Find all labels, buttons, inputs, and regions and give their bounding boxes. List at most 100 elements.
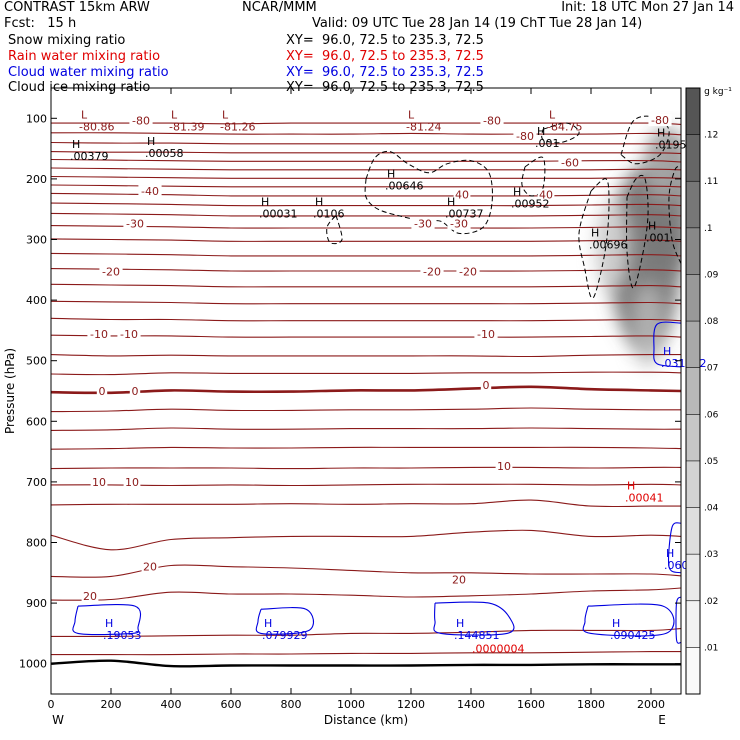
colorbar: .01 .02 .03 .04 .05 .06 .07 .08 .09 .1 .11 .12 — [685, 87, 719, 695]
temperature-label-10: -30 — [450, 218, 468, 231]
legend-snow-xy: XY= 96.0, 72.5 to 235.3, 72.5 — [286, 33, 484, 48]
colorbar-segment-0 — [686, 647, 700, 694]
x-end-label-east: E — [658, 713, 666, 727]
temperature-contour-2 — [51, 141, 681, 145]
temperature-label-bg-18 — [129, 385, 141, 397]
colorbar-segment-9 — [686, 227, 700, 275]
x-tick-label-10: 2000 — [637, 698, 665, 711]
temperature-contour-1 — [51, 132, 681, 136]
extremum-value-14: .0195 — [655, 138, 687, 151]
temperature-contour-0 — [51, 122, 681, 125]
temperature-label-20: 10 — [92, 476, 106, 489]
temperature-label-bg-14 — [87, 328, 111, 341]
colorbar-tick-label-10: .11 — [704, 177, 718, 187]
extremum-marker-5: H — [72, 138, 80, 151]
extremum-marker-3: L — [408, 109, 415, 122]
extremum-value-15: .001 — [535, 137, 560, 150]
colorbar-segment-12 — [686, 88, 700, 135]
y-tick-label-3: 400 — [26, 294, 47, 307]
temperature-contour-29 — [51, 564, 681, 578]
shaded-blob-4 — [594, 203, 630, 288]
temperature-contour-4 — [51, 158, 681, 163]
temperature-label-bg-16 — [474, 328, 498, 341]
colorbar-tick-label-5: .06 — [704, 410, 719, 420]
temperature-contour-16 — [51, 300, 681, 305]
extremum-marker-2: L — [222, 109, 229, 122]
colorbar-tick-label-11: .12 — [704, 131, 718, 141]
colorbar-segment-2 — [686, 554, 700, 601]
colorbar-unit: g kg⁻¹ — [704, 87, 732, 97]
colorbar-tick-label-4: .05 — [704, 457, 718, 467]
temperature-contour-23 — [51, 427, 681, 431]
colorbar-tick-label-2: .03 — [704, 550, 718, 560]
temperature-label-25: 20 — [83, 590, 97, 603]
snow-contour-3 — [626, 174, 649, 289]
extremum-marker-14: H — [657, 126, 665, 139]
extremum-value-5: .00379 — [70, 150, 109, 163]
legend-cloud-water-label: Cloud water mixing ratio — [8, 65, 169, 80]
temperature-label-bg-22 — [495, 460, 513, 473]
colorbar-segment-3 — [686, 507, 700, 555]
temperature-contour-30 — [51, 587, 681, 601]
cloud-water-contour-0 — [72, 604, 142, 636]
temperature-label-bg-3 — [129, 114, 153, 127]
temperature-contour-24 — [51, 446, 681, 450]
temperature-label-21: 10 — [125, 476, 139, 489]
extrema-labels: L-80.86L-81.39L-81.26L-81.24L-84.75H.003… — [70, 109, 707, 656]
temperature-label-bg-0 — [138, 185, 162, 198]
temperature-contour-20 — [51, 371, 681, 376]
temperature-label-bg-8 — [123, 217, 147, 230]
temperature-contour-15 — [51, 283, 681, 288]
colorbar-segment-7 — [686, 321, 700, 368]
colorbar-segment-4 — [686, 460, 700, 508]
extremum-marker-13: H — [648, 220, 656, 233]
colorbar-tick-label-9: .1 — [704, 224, 713, 234]
temperature-label-bg-12 — [420, 265, 444, 278]
temperature-label-9: -30 — [414, 218, 432, 231]
temperature-label-17: 0 — [99, 385, 106, 398]
extremum-value-8: .00031 — [259, 207, 298, 220]
x-end-label-west: W — [52, 713, 64, 727]
x-tick-label-3: 600 — [221, 698, 242, 711]
x-tick-label-2: 400 — [161, 698, 182, 711]
legend-rain-label: Rain water mixing ratio — [8, 49, 161, 64]
x-tick-label-5: 1000 — [337, 698, 365, 711]
temperature-label-4: -80 — [483, 115, 501, 128]
shaded-blob-3 — [645, 130, 681, 204]
extremum-value-19: .19053 — [103, 629, 142, 642]
cloud-water-contour-4 — [653, 321, 681, 368]
legend-snow-label: Snow mixing ratio — [8, 33, 126, 48]
temperature-contour-32 — [51, 651, 681, 656]
temperature-contour-13 — [51, 252, 681, 257]
colorbar-segment-6 — [686, 367, 700, 415]
colorbar-segment-10 — [686, 181, 700, 228]
center-label: NCAR/MMM — [242, 0, 317, 15]
temperature-label-16: -10 — [477, 328, 495, 341]
temperature-label-13: -20 — [459, 266, 477, 279]
extremum-marker-15: H — [537, 125, 545, 138]
colorbar-tick-label-1: .02 — [704, 597, 718, 607]
snow-contour-5 — [620, 115, 670, 165]
ground-line — [51, 659, 681, 668]
extremum-value-4: -84.75 — [547, 121, 582, 134]
extremum-value-10: .00737 — [445, 207, 484, 220]
temperature-label-bg-10 — [447, 217, 471, 230]
temperature-label-bg-13 — [456, 265, 480, 278]
temperature-label-15: -10 — [120, 328, 138, 341]
valid-time: Valid: 09 UTC Tue 28 Jan 14 (19 ChT Tue … — [312, 16, 643, 31]
y-tick-label-4: 500 — [26, 355, 47, 368]
extremum-marker-21: H — [456, 617, 464, 630]
y-tick-label-7: 800 — [26, 537, 47, 550]
extremum-marker-23: H — [612, 617, 620, 630]
temperature-label-bg-23 — [141, 560, 159, 573]
temperature-label-12: -20 — [423, 266, 441, 279]
colorbar-segment-8 — [686, 274, 700, 322]
temperature-label-bg-2 — [453, 188, 471, 201]
temperature-label-bg-24 — [450, 573, 468, 586]
extremum-marker-19: H — [105, 617, 113, 630]
axes: 0 200 400 600 800 1000 1200 1400 1600 1800 2000100… — [19, 88, 681, 711]
cloud-water-contour-6 — [675, 596, 681, 644]
temperature-label-1: 40 — [539, 189, 553, 202]
y-tick-label-0: 100 — [26, 112, 47, 125]
